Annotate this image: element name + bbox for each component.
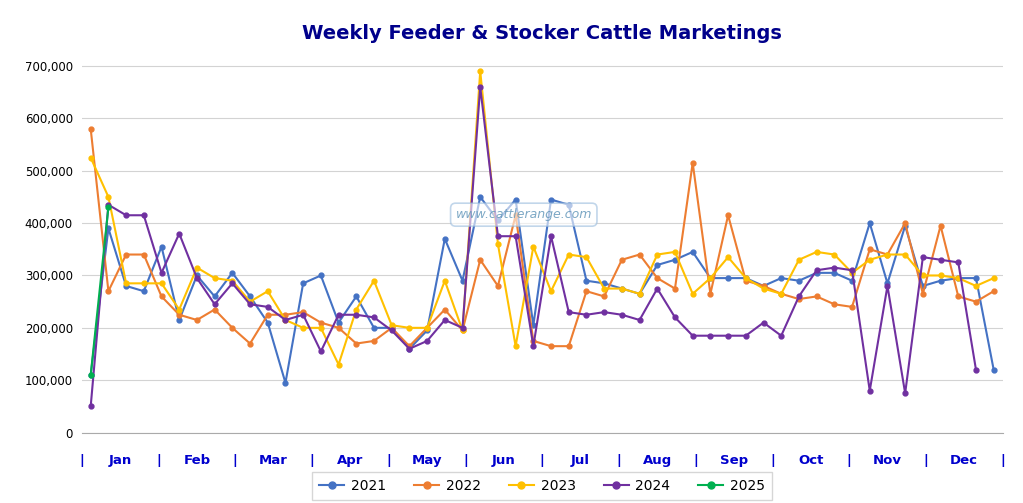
2022 bbox=[686, 160, 699, 166]
Text: |: | bbox=[157, 454, 161, 467]
2021 bbox=[474, 194, 486, 200]
Legend: 2021, 2022, 2023, 2024, 2025: 2021, 2022, 2023, 2024, 2025 bbox=[312, 472, 772, 500]
Text: |: | bbox=[694, 454, 698, 467]
2022 bbox=[85, 126, 97, 132]
2023 bbox=[332, 362, 345, 368]
Text: |: | bbox=[80, 454, 84, 467]
2022 bbox=[987, 288, 999, 294]
Text: Mar: Mar bbox=[259, 454, 288, 467]
2025 bbox=[85, 372, 97, 378]
Text: Nov: Nov bbox=[873, 454, 902, 467]
2023 bbox=[704, 275, 716, 281]
2021 bbox=[85, 372, 97, 378]
2021 bbox=[987, 367, 999, 373]
Text: |: | bbox=[310, 454, 314, 467]
2024 bbox=[509, 233, 522, 239]
2022 bbox=[527, 338, 539, 344]
2021 bbox=[279, 380, 292, 386]
2021 bbox=[421, 327, 434, 333]
2023 bbox=[155, 280, 168, 286]
Line: 2022: 2022 bbox=[88, 126, 996, 349]
2023 bbox=[669, 249, 681, 255]
Text: |: | bbox=[387, 454, 391, 467]
Text: |: | bbox=[1000, 454, 1005, 467]
Text: |: | bbox=[770, 454, 774, 467]
2021 bbox=[669, 257, 681, 263]
2021 bbox=[545, 197, 558, 203]
Text: www.cattlerange.com: www.cattlerange.com bbox=[455, 208, 592, 221]
Text: Aug: Aug bbox=[642, 454, 672, 467]
2022 bbox=[403, 343, 415, 349]
2022 bbox=[934, 223, 946, 229]
Text: Jul: Jul bbox=[571, 454, 590, 467]
Line: 2025: 2025 bbox=[88, 205, 110, 377]
Line: 2021: 2021 bbox=[88, 195, 996, 385]
Text: Sep: Sep bbox=[720, 454, 748, 467]
Text: May: May bbox=[412, 454, 442, 467]
2021 bbox=[704, 275, 716, 281]
2024 bbox=[917, 254, 929, 260]
Text: |: | bbox=[617, 454, 621, 467]
2023 bbox=[85, 154, 97, 160]
2023 bbox=[598, 286, 611, 292]
2024 bbox=[633, 317, 646, 323]
2022 bbox=[652, 275, 664, 281]
2024 bbox=[85, 403, 97, 409]
Text: |: | bbox=[847, 454, 851, 467]
2022 bbox=[155, 293, 168, 299]
Text: Apr: Apr bbox=[338, 454, 363, 467]
Text: |: | bbox=[233, 454, 237, 467]
Line: 2024: 2024 bbox=[88, 85, 978, 409]
Line: 2023: 2023 bbox=[88, 69, 996, 367]
2023 bbox=[474, 68, 486, 74]
Text: |: | bbox=[463, 454, 468, 467]
2024 bbox=[155, 270, 168, 276]
Text: Feb: Feb bbox=[183, 454, 211, 467]
Text: Jun: Jun bbox=[492, 454, 516, 467]
Text: |: | bbox=[540, 454, 544, 467]
Text: Oct: Oct bbox=[798, 454, 824, 467]
2024 bbox=[669, 314, 681, 320]
Text: |: | bbox=[924, 454, 928, 467]
Text: Jan: Jan bbox=[108, 454, 132, 467]
Title: Weekly Feeder & Stocker Cattle Marketings: Weekly Feeder & Stocker Cattle Marketing… bbox=[302, 24, 783, 43]
2021 bbox=[155, 243, 168, 249]
2021 bbox=[598, 280, 611, 286]
2022 bbox=[421, 325, 434, 331]
Text: Dec: Dec bbox=[950, 454, 978, 467]
2023 bbox=[421, 325, 434, 331]
2024 bbox=[403, 346, 415, 352]
2023 bbox=[545, 288, 558, 294]
2023 bbox=[987, 275, 999, 281]
